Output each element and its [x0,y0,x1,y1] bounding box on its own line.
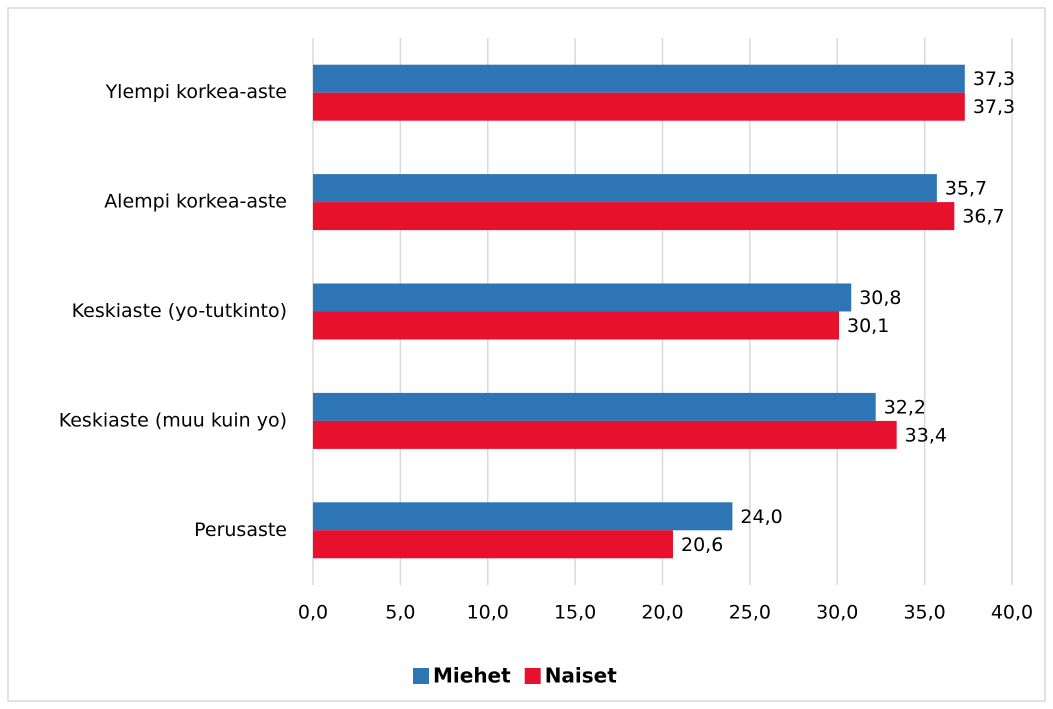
bar [313,64,965,93]
x-tick-label: 35,0 [903,602,945,624]
y-tick-label: Alempi korkea-aste [104,191,287,213]
legend-label: Naiset [545,664,618,688]
value-label: 30,8 [859,287,901,309]
bar [313,283,852,312]
x-tick-label: 20,0 [641,602,683,624]
bar [313,202,955,231]
legend-label: Miehet [433,664,511,688]
y-tick-label: Perusaste [194,519,287,541]
y-tick-label: Keskiaste (yo-tutkinto) [72,300,287,322]
x-tick-label: 15,0 [554,602,596,624]
x-tick-label: 5,0 [385,602,415,624]
value-label: 36,7 [962,206,1004,228]
value-label: 30,1 [847,315,889,337]
bar [313,420,897,449]
value-label: 24,0 [740,506,782,528]
bar [313,392,876,421]
x-tick-label: 0,0 [298,602,328,624]
value-label: 37,3 [973,68,1015,90]
value-label: 33,4 [905,424,947,446]
value-label: 37,3 [973,96,1015,118]
bar [313,311,839,340]
x-tick-label: 25,0 [729,602,771,624]
x-tick-label: 30,0 [816,602,858,624]
bar [313,174,937,203]
x-tick-label: 40,0 [991,602,1033,624]
value-label: 20,6 [681,534,723,556]
legend-swatch [413,668,429,684]
legend-swatch [524,668,541,684]
value-label: 35,7 [945,178,987,200]
chart-border [7,7,1046,702]
value-label: 32,2 [884,396,926,418]
bar [313,92,965,121]
bar [313,530,673,559]
bar [313,502,733,531]
y-tick-label: Keskiaste (muu kuin yo) [59,409,287,431]
x-tick-label: 10,0 [467,602,509,624]
y-tick-label: Ylempi korkea-aste [105,81,287,103]
